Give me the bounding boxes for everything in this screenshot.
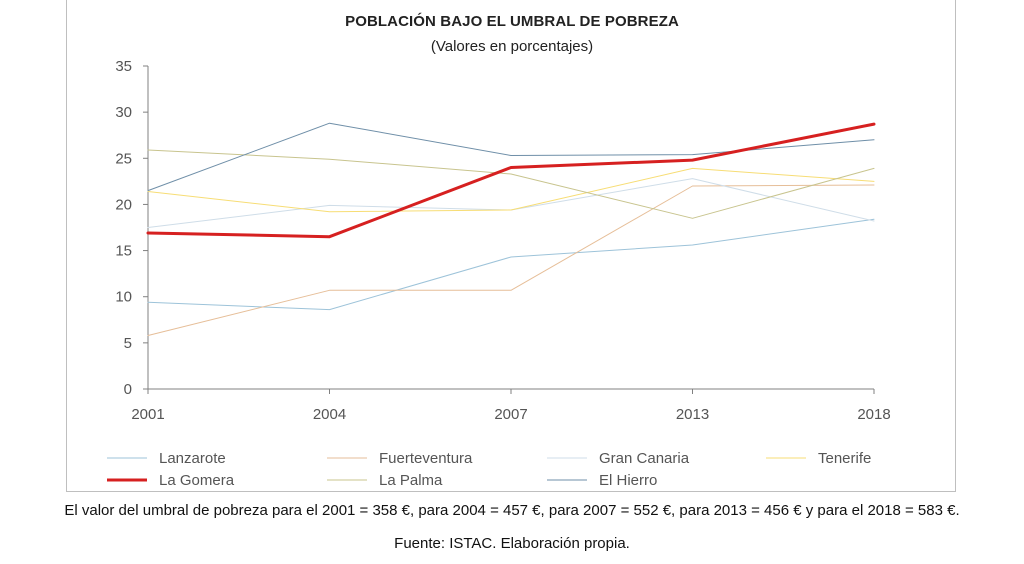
chart-legend: Lanzarote Fuerteventura Gran Canaria Teneri… bbox=[107, 450, 871, 489]
chart-axes: 0 5 10 15 20 25 30 35 2001 2004 2007 2013 2018 bbox=[115, 58, 890, 423]
series-line-el-hierro bbox=[147, 122, 875, 192]
y-tick-label: 35 bbox=[115, 58, 132, 75]
series-line-tenerife bbox=[147, 167, 875, 213]
y-tick-label: 25 bbox=[115, 150, 132, 167]
series-line-la-gomera bbox=[146, 122, 876, 239]
x-tick-label: 2007 bbox=[494, 406, 527, 423]
legend-label: Tenerife bbox=[818, 450, 871, 467]
legend-label: Lanzarote bbox=[159, 450, 226, 467]
source-note: Fuente: ISTAC. Elaboración propia. bbox=[394, 535, 630, 552]
chart-title: POBLACIÓN BAJO EL UMBRAL DE POBREZA bbox=[345, 13, 679, 30]
x-tick-label: 2018 bbox=[857, 406, 890, 423]
series-line-la-palma bbox=[147, 149, 875, 219]
legend-label: La Palma bbox=[379, 472, 443, 489]
chart-series bbox=[146, 122, 876, 336]
legend-label: La Gomera bbox=[159, 472, 235, 489]
y-tick-label: 5 bbox=[124, 335, 132, 352]
legend-label: Fuerteventura bbox=[379, 450, 473, 467]
series-line-fuerteventura bbox=[147, 184, 875, 336]
x-tick-label: 2013 bbox=[676, 406, 709, 423]
line-chart: 0 5 10 15 20 25 30 35 2001 2004 2007 2013 2018 Lanza… bbox=[107, 58, 891, 489]
legend-label: Gran Canaria bbox=[599, 450, 690, 467]
legend-label: El Hierro bbox=[599, 472, 657, 489]
chart-frame bbox=[66, 0, 956, 492]
x-tick-label: 2001 bbox=[131, 406, 164, 423]
footnote: El valor del umbral de pobreza para el 2… bbox=[64, 502, 960, 519]
x-tick-label: 2004 bbox=[313, 406, 346, 423]
y-tick-label: 30 bbox=[115, 104, 132, 121]
series-line-lanzarote bbox=[147, 218, 875, 311]
y-tick-label: 20 bbox=[115, 196, 132, 213]
chart-subtitle: (Valores en porcentajes) bbox=[430, 38, 594, 55]
y-tick-label: 0 bbox=[124, 381, 132, 398]
y-tick-label: 10 bbox=[115, 289, 132, 306]
y-tick-label: 15 bbox=[115, 243, 132, 260]
